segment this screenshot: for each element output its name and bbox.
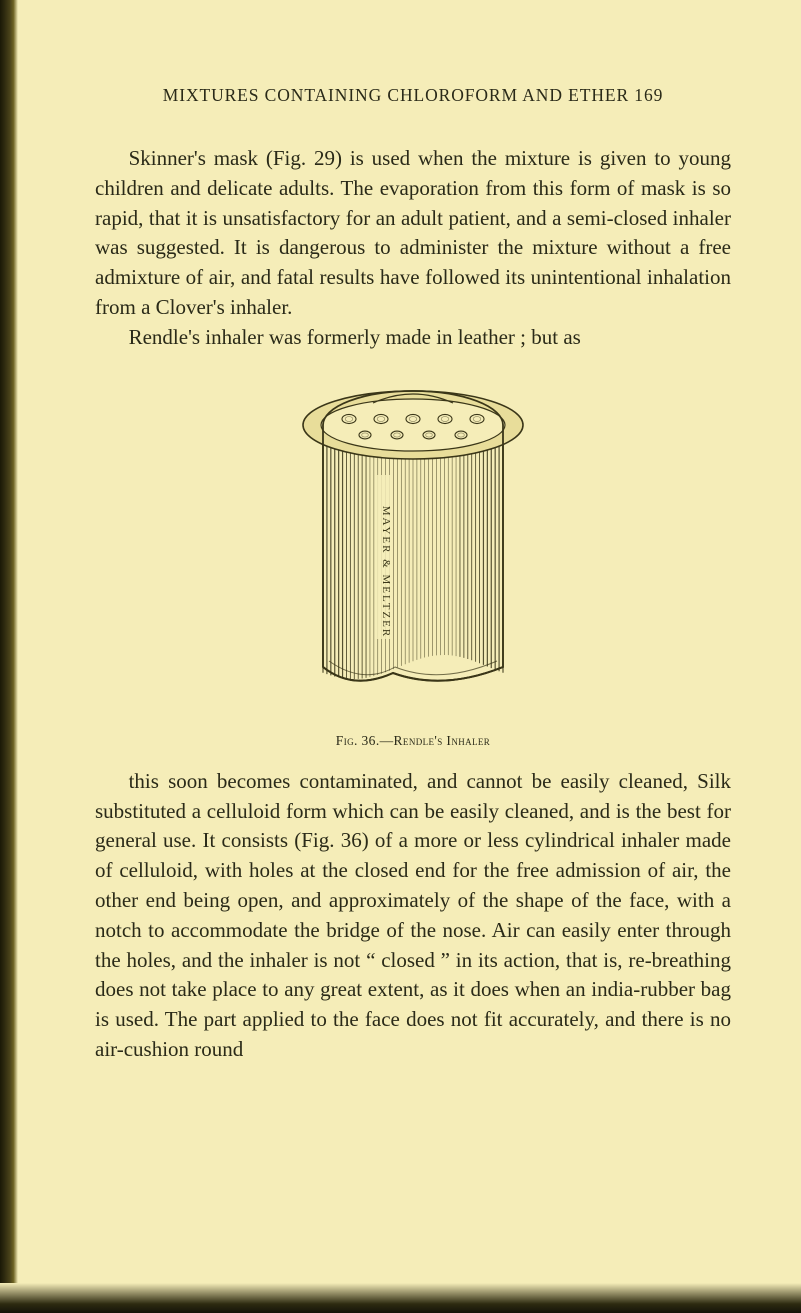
paragraph-3: this soon becomes contaminated, and cann… <box>95 767 731 1065</box>
page-bottom-shadow <box>0 1283 801 1313</box>
svg-text:MAYER & MELTZER: MAYER & MELTZER <box>380 505 392 637</box>
running-head: MIXTURES CONTAINING CHLOROFORM AND ETHER… <box>95 85 731 106</box>
page: MIXTURES CONTAINING CHLOROFORM AND ETHER… <box>0 0 801 1313</box>
figure-36: MAYER & MELTZER Fig. 36.—Rendle's Inhale… <box>95 379 731 749</box>
paragraph-1: Skinner's mask (Fig. 29) is used when th… <box>95 144 731 323</box>
book-spine-shadow <box>0 0 18 1313</box>
rendle-inhaler-illustration: MAYER & MELTZER <box>263 379 563 719</box>
figure-caption: Fig. 36.—Rendle's Inhaler <box>95 733 731 749</box>
paragraph-2-lead: Rendle's inhaler was formerly made in le… <box>95 323 731 353</box>
